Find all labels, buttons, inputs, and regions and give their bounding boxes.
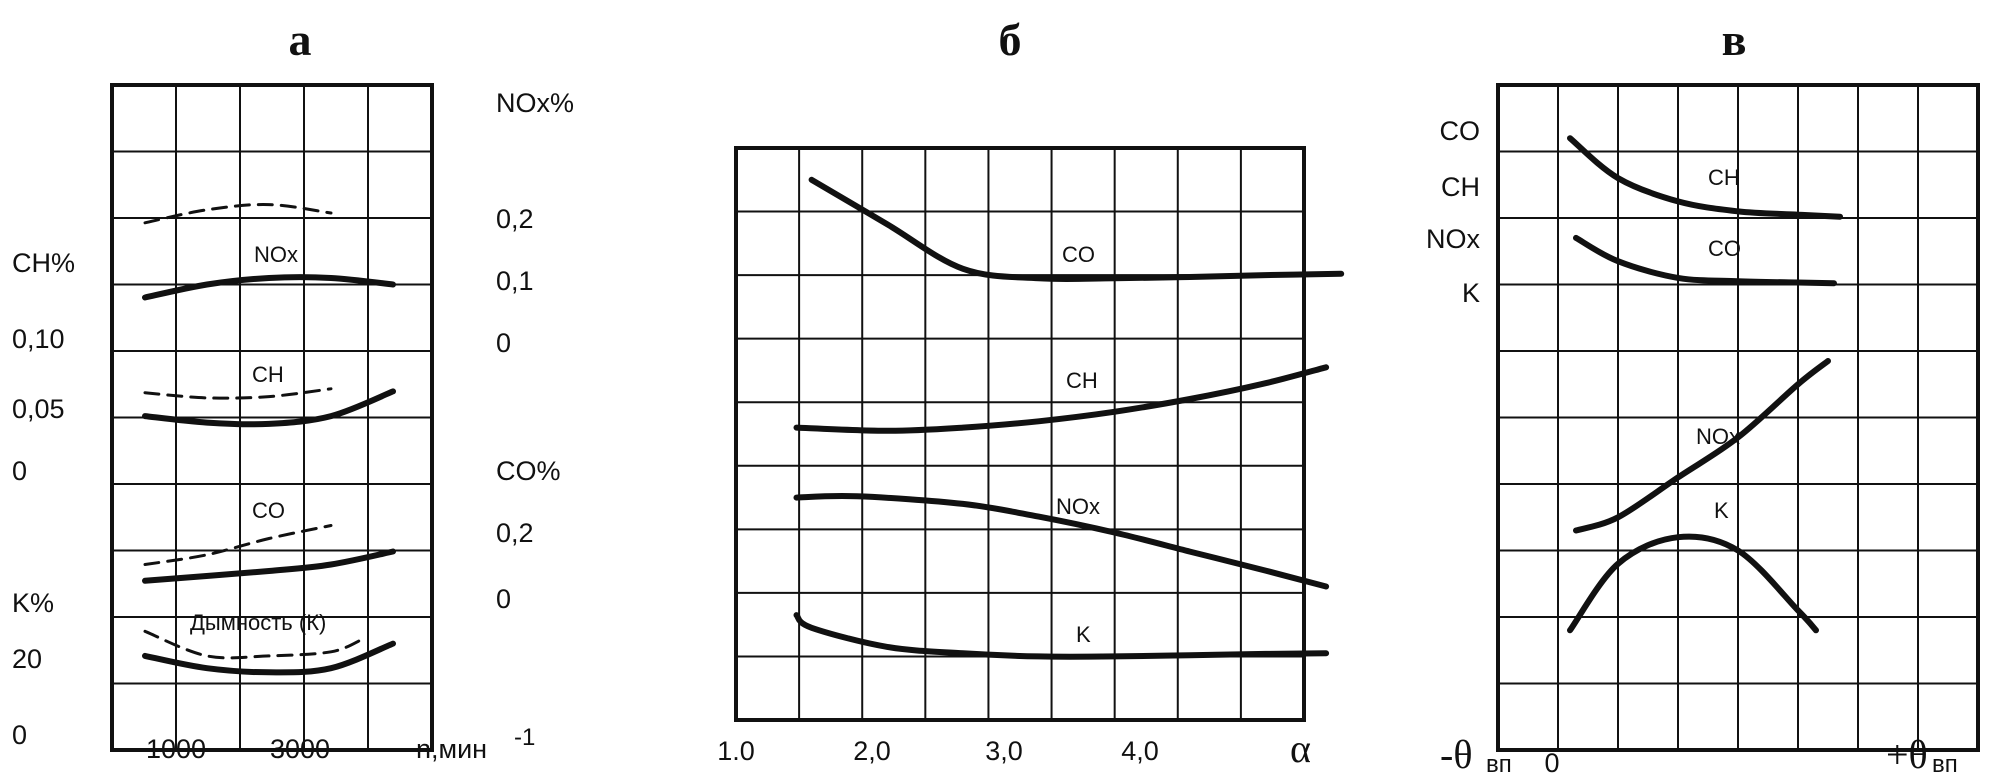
panel-c-left-axis-label: CH — [1441, 172, 1480, 202]
panel-c-title: в — [1722, 14, 1747, 65]
panel-a-series-co-solid-line — [142, 548, 396, 584]
panel-b-series-nox-line — [793, 492, 1330, 590]
panel-c-x-axis-label-right: +θ — [1886, 732, 1928, 777]
panel-a-x-tick: 1000 — [146, 734, 206, 764]
panel-a-left-axis-label: K% — [12, 588, 54, 618]
panel-a-x-axis-label: n,мин — [416, 734, 487, 764]
panel-a-x-tick: 3000 — [270, 734, 330, 764]
panel-a-right-axis-label: 0 — [496, 328, 511, 358]
panel-c-series-label: K — [1714, 498, 1729, 523]
panel-c-left-axis-label: CO — [1440, 116, 1481, 146]
panel-a-series-дымностьк-solid-line — [142, 640, 396, 676]
panel-a-right-axis-label: 0,2 — [496, 518, 534, 548]
panel-a-series-label: Дымность (К) — [190, 610, 326, 635]
panel-a-series-label: NOx — [254, 242, 298, 267]
panel-b-grid-frame — [734, 146, 1306, 722]
panel-c-x-axis-label-right-subscript: вп — [1932, 751, 1958, 778]
panel-a-series-nox-dashed-line — [143, 203, 333, 225]
panel-c-series-ch-line — [1567, 135, 1843, 220]
panel-b-series-label: NOx — [1056, 494, 1100, 519]
panel-b-x-tick: 4,0 — [1121, 736, 1159, 766]
panel-a-right-axis-label: 0,2 — [496, 204, 534, 234]
panel-a-series-label: CO — [252, 498, 285, 523]
panel-a-left-axis-label: 0,10 — [12, 324, 65, 354]
panel-c-series-label: NOx — [1696, 424, 1740, 449]
panel-b-x-axis-label: α — [1290, 726, 1311, 771]
panel-b-series-ch-line — [793, 364, 1330, 434]
panel-a-series-ch-solid-line — [142, 388, 396, 428]
panel-b-series-co-line — [808, 176, 1345, 283]
panel-a-right-axis-label: 0,1 — [496, 266, 534, 296]
panel-a-left-axis-label: 0 — [12, 720, 27, 750]
panel-a-series-co-dashed-line — [143, 524, 333, 566]
panel-a-right-axis-label: 0 — [496, 584, 511, 614]
panel-a-x-axis-label-exponent: -1 — [514, 724, 535, 751]
panel-c-series-k-line — [1567, 533, 1819, 634]
panel-a-title: а — [289, 14, 312, 65]
panel-c-series-nox-line — [1573, 358, 1831, 534]
panel-c-left-axis-label: K — [1462, 278, 1480, 308]
panel-c-left-axis-label: NOx — [1426, 224, 1481, 254]
panel-b-series-label: K — [1076, 622, 1091, 647]
panel-b-x-tick: 1.0 — [717, 736, 755, 766]
panel-a-left-axis-label: CH% — [12, 248, 75, 278]
panel-a-left-axis-label: 20 — [12, 644, 42, 674]
panel-a-grid-frame — [110, 83, 434, 752]
panel-c-series-label: CO — [1708, 236, 1741, 261]
panel-a-right-axis-label: NOx% — [496, 88, 574, 118]
panel-a-left-axis-label: 0 — [12, 456, 27, 486]
panel-b-x-tick: 2,0 — [853, 736, 891, 766]
panel-a-right-axis-label: CO% — [496, 456, 561, 486]
panel-b-title: б — [999, 14, 1022, 65]
panel-a-left-axis-label: 0,05 — [12, 394, 65, 424]
panel-b-series-label: CH — [1066, 368, 1098, 393]
panel-a-series-ch-dashed-line — [143, 387, 333, 400]
panel-a-series-label: CH — [252, 362, 284, 387]
panel-c-grid-frame — [1496, 83, 1980, 752]
panel-b-x-tick: 3,0 — [985, 736, 1023, 766]
panel-c-series-label: CH — [1708, 165, 1740, 190]
panel-c-series-co-line — [1573, 234, 1837, 287]
panel-a-series-nox-solid-line — [142, 274, 396, 301]
panel-a-series-дымностьк-dashed-line — [143, 629, 364, 660]
panel-c-x-axis-label-left: -θ — [1440, 732, 1472, 777]
panel-b-series-k-line — [793, 612, 1330, 660]
panel-c-x-axis-label-left-subscript: вп — [1486, 751, 1512, 778]
panel-b-series-label: CO — [1062, 242, 1095, 267]
panel-c-x-tick: 0 — [1544, 748, 1559, 778]
